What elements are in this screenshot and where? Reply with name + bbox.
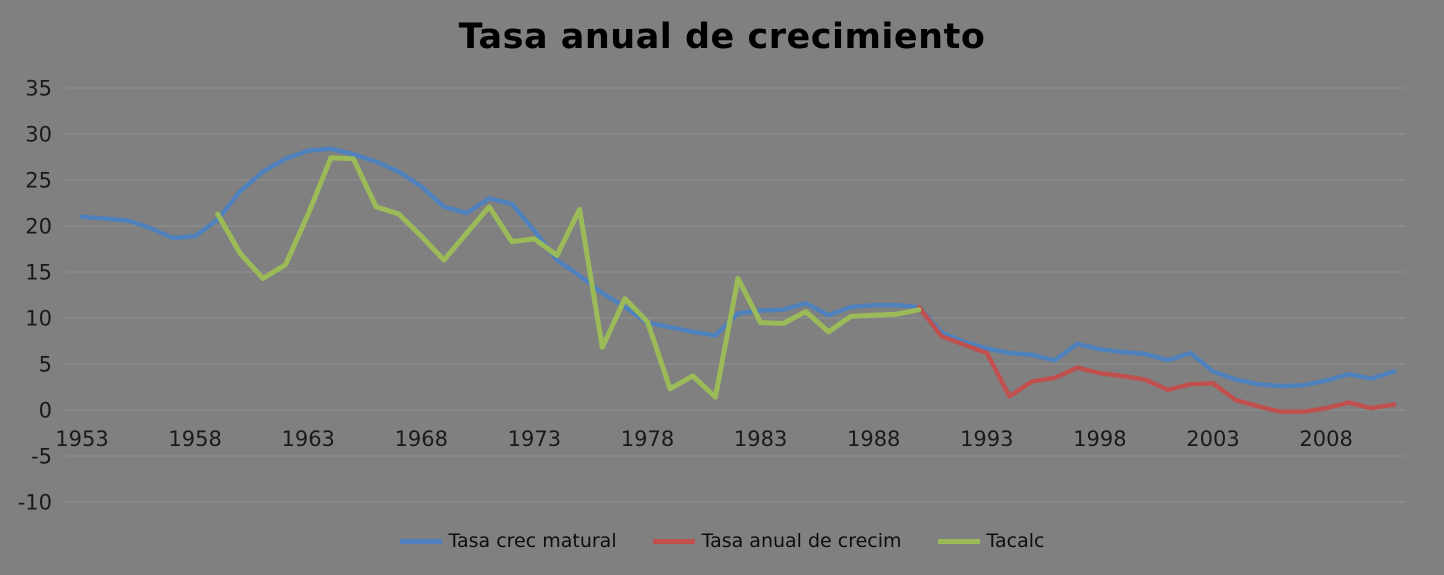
y-tick-label: 0 <box>39 399 52 423</box>
legend-item-tasa-crec-matural: Tasa crec matural <box>399 530 617 552</box>
legend-line-swatch-blue <box>399 538 442 544</box>
legend-line-swatch-green <box>937 538 980 544</box>
x-tick-label: 1988 <box>847 427 900 451</box>
y-tick-label: -5 <box>31 445 52 469</box>
legend: Tasa crec matural Tasa anual de crecim T… <box>0 530 1444 552</box>
x-tick-label: 1983 <box>734 427 787 451</box>
x-tick-label: 2003 <box>1186 427 1239 451</box>
y-tick-label: 25 <box>25 169 52 193</box>
x-tick-label: 1958 <box>168 427 221 451</box>
x-tick-label: 1998 <box>1073 427 1126 451</box>
x-tick-label: 1953 <box>55 427 108 451</box>
series-line-tasa-anual-de-crecim <box>916 304 1397 415</box>
y-tick-label: -10 <box>18 491 52 515</box>
x-tick-label: 1968 <box>395 427 448 451</box>
x-tick-label: 1993 <box>960 427 1013 451</box>
y-tick-label: 15 <box>25 261 52 285</box>
chart-title: Tasa anual de crecimiento <box>458 17 986 57</box>
y-tick-label: 10 <box>25 307 52 331</box>
legend-line-swatch-red <box>652 538 695 544</box>
legend-item-tacalc: Tacalc <box>937 530 1045 552</box>
x-tick-label: 1978 <box>621 427 674 451</box>
y-tick-label: 30 <box>25 123 52 147</box>
series-line-tacalc <box>215 155 922 400</box>
y-tick-label: 35 <box>25 77 52 101</box>
x-tick-label: 1963 <box>281 427 334 451</box>
legend-label-tasa-crec-matural: Tasa crec matural <box>448 530 617 552</box>
legend-label-tacalc: Tacalc <box>986 530 1045 552</box>
y-tick-label: 20 <box>25 215 52 239</box>
series-line-tasa-crec-matural <box>79 146 1397 389</box>
x-tick-label: 1973 <box>508 427 561 451</box>
legend-label-tasa-anual-de-crecim: Tasa anual de crecim <box>701 530 902 552</box>
legend-item-tasa-anual-de-crecim: Tasa anual de crecim <box>652 530 902 552</box>
x-tick-label: 2008 <box>1299 427 1352 451</box>
y-tick-label: 5 <box>39 353 52 377</box>
